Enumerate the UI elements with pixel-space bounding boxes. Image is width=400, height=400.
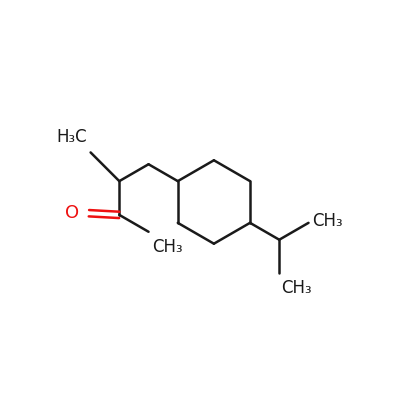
Text: CH₃: CH₃: [152, 238, 183, 256]
Text: CH₃: CH₃: [281, 280, 312, 298]
Text: H₃C: H₃C: [56, 128, 87, 146]
Text: CH₃: CH₃: [312, 212, 343, 230]
Text: O: O: [65, 204, 79, 222]
